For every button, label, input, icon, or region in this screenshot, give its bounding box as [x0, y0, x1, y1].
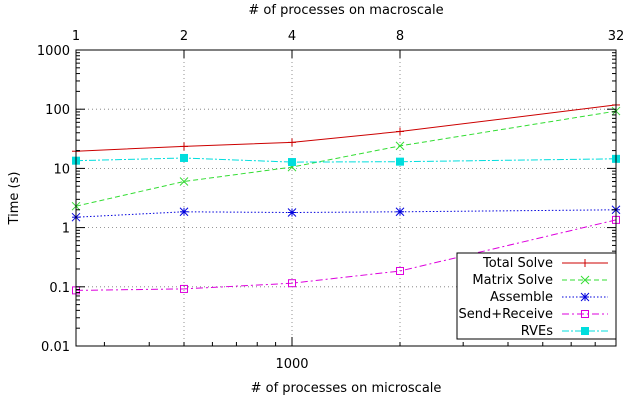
data-point-assemble-stroke [395, 207, 405, 217]
x2-tick-label: 2 [180, 29, 188, 44]
data-point-rves [288, 158, 296, 167]
legend: Total Solve Matrix Solve Assemble Send+Rece… [456, 252, 617, 340]
y-tick-label: 100 [45, 103, 70, 118]
legend-label-assemble: Assemble [490, 290, 553, 305]
y-axis-label: Time (s) [7, 172, 22, 226]
x2-axis-label: # of processes on macroscale [248, 3, 443, 18]
legend-label-rves: RVEs [521, 324, 553, 339]
series-layer [71, 100, 621, 295]
axis-ticks [75, 49, 617, 347]
data-point-matrix-solve [395, 141, 405, 151]
data-point-send-receive [288, 279, 296, 288]
series-total-solve [72, 100, 620, 156]
legend-marker-rves [581, 327, 589, 335]
data-point-send-receive [180, 284, 188, 293]
legend-box [456, 252, 617, 340]
x-axis-label: # of processes on microscale [251, 381, 442, 396]
data-point-assemble-stroke [287, 208, 297, 217]
data-point-matrix-solve-stroke [179, 177, 189, 186]
series-line-send-receive [75, 219, 617, 291]
y-tick-label: 0.1 [49, 281, 70, 296]
x2-tick-label: 32 [608, 29, 625, 44]
data-point-assemble-stroke [179, 207, 189, 217]
series-line-total-solve [75, 104, 617, 152]
legend-marker-matrix-solve-stroke [580, 275, 590, 285]
data-point-assemble [395, 207, 405, 217]
x-tick-label: 1000 [275, 357, 308, 372]
y-tick-label: 1 [62, 222, 70, 237]
grid-lines [76, 50, 616, 346]
legend-marker-total-solve [581, 259, 589, 267]
x2-tick-label: 4 [288, 29, 296, 44]
legend-marker-assemble [580, 292, 590, 302]
y-tick-label: 1000 [37, 44, 70, 59]
data-point-matrix-solve-stroke [395, 141, 405, 151]
data-point-total-solve [180, 142, 188, 151]
legend-label-total-solve: Total Solve [482, 256, 553, 271]
data-point-assemble [287, 208, 297, 217]
y-tick-label: 10 [53, 162, 70, 177]
data-point-total-solve [288, 138, 296, 147]
series-line-rves [75, 157, 617, 163]
legend-marker-send-receive [581, 310, 589, 318]
legend-marker-matrix-solve [580, 275, 590, 285]
plot-frame [75, 49, 617, 347]
legend-label-matrix-solve: Matrix Solve [472, 273, 553, 288]
series-assemble [71, 205, 621, 222]
series-line-assemble [75, 209, 617, 218]
y-tick-label: 0.01 [41, 340, 70, 355]
legend-marker-assemble-stroke [580, 292, 590, 302]
data-point-send-receive [396, 266, 404, 275]
x2-tick-label: 8 [396, 29, 404, 44]
legend-label-send-receive: Send+Receive [458, 307, 553, 322]
data-point-matrix-solve [179, 177, 189, 186]
data-point-assemble [179, 207, 189, 217]
data-point-total-solve [396, 127, 404, 136]
data-point-rves [396, 157, 404, 166]
data-point-rves [180, 153, 188, 162]
x2-tick-label: 1 [72, 29, 80, 44]
